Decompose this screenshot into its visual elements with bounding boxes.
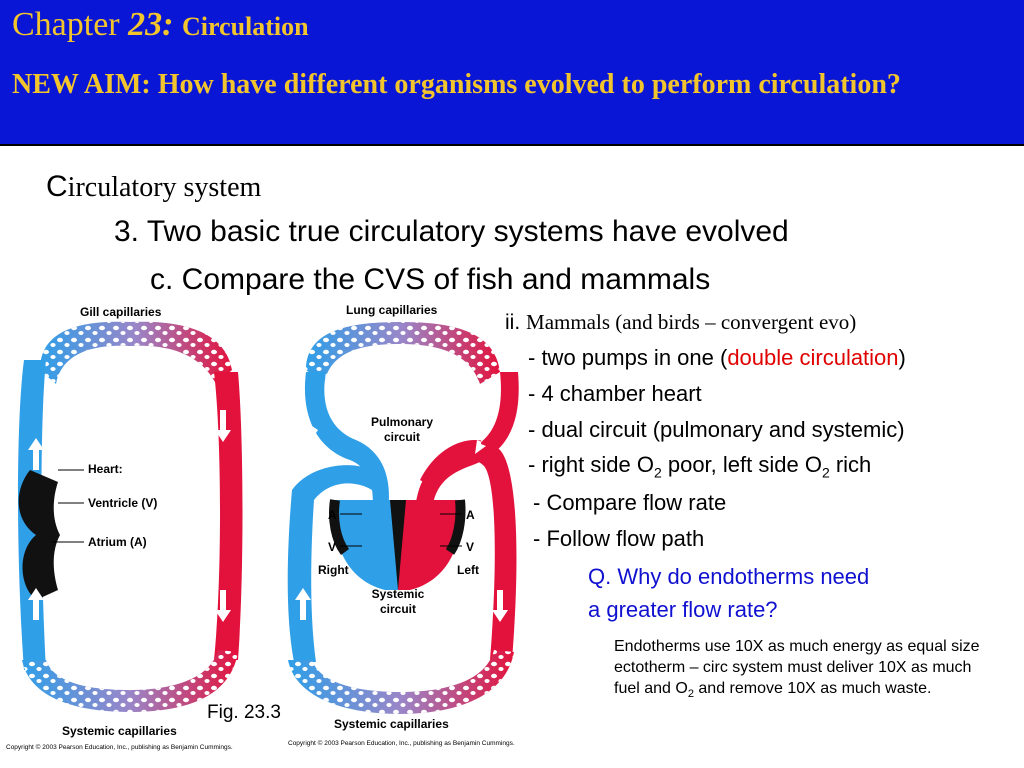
new-aim: NEW AIM: How have different organisms ev… [12,69,901,100]
systemic-vein [287,465,372,662]
pulmonary-artery [304,372,389,510]
bullet-double-circulation: - two pumps in one (double circulation) [528,345,906,371]
fish-systemic-label: Systemic capillaries [62,724,177,738]
bullet-flow-rate: - Compare flow rate [533,490,727,515]
answer-part: Endotherms use 10X as much energy as equ… [614,638,980,697]
fish-heart [18,470,60,600]
systemic-circuit-label-2: circuit [380,602,416,616]
title-banner: Chapter 23: Circulation NEW AIM: How hav… [0,0,1024,146]
atrium-right-label: A [328,508,337,522]
fish-arrow-up-1 [28,588,44,620]
answer-part: and remove 10X as much waste. [693,680,932,697]
pulmonary-label-2: circuit [384,430,420,444]
figure-label: Fig. 23.3 [207,702,281,723]
mammal-systemic-label: Systemic capillaries [334,717,449,731]
fish-gill-capillaries [40,321,232,384]
fish-systemic-capillaries [22,650,238,712]
right-side-label: Right [318,563,349,577]
fish-arrow-down-1 [215,410,231,442]
fish-circuit: Gill capillaries Heart: Ventricle (V) At… [18,305,243,738]
subscript: 2 [653,464,662,481]
systemic-arrow-down [492,590,508,622]
pulmonary-arrow-up [299,426,318,456]
fish-ventricle-label: Ventricle (V) [88,496,157,510]
atrium-left-label: A [466,508,475,522]
pulmonary-arrow-down [475,420,490,454]
chapter-number: 23: [128,6,174,43]
fish-left-vessel [18,360,46,670]
mammal-systemic-capillaries [288,650,514,714]
heading-rest: irculatory system [67,172,262,203]
sub-point-ii: ii. Mammals (and birds – convergent evo) [505,310,856,335]
bullet-text: ) [898,345,906,370]
sub-point-ii-text: Mammals (and birds – convergent evo) [526,310,857,334]
bullet-four-chamber: - 4 chamber heart [528,381,702,406]
ventricle-right-label: V [328,540,336,554]
chapter-word: Chapter [12,6,120,43]
aorta [420,440,517,660]
fish-atrium-label: Atrium (A) [88,535,147,549]
ventricle-left-label: V [466,540,474,554]
bullet-dual-circuit: - dual circuit (pulmonary and systemic) [528,417,905,442]
lung-capillaries-label: Lung capillaries [346,303,438,317]
subscript: 2 [687,688,694,701]
question-line-1: Q. Why do endotherms need [588,564,870,589]
systemic-circuit-label-1: Systemic [372,587,425,601]
fish-gill-label: Gill capillaries [80,305,162,319]
fish-arrow-up-2 [28,438,44,470]
point-3: 3. Two basic true circulatory systems ha… [114,215,789,248]
double-circulation-highlight: double circulation [727,345,899,370]
question-line-2: a greater flow rate? [588,597,778,622]
heading-initial: C [46,170,68,203]
bullet-text: rich [829,452,872,477]
point-3c: c. Compare the CVS of fish and mammals [150,263,711,296]
mammal-circuit: Lung capillaries Pulmonary circuit A A V… [287,303,519,731]
lung-capillaries [306,322,500,384]
bullet-flow-path: - Follow flow path [533,526,705,551]
bullet-text: - right side O [528,452,654,477]
mammal-heart-left [398,500,461,590]
bullet-text: - two pumps in one ( [528,345,728,370]
sub-point-ii-number: ii. [505,311,521,334]
fish-arrow-down-2 [215,590,231,622]
fish-heart-label: Heart: [88,462,123,476]
subscript: 2 [821,464,830,481]
bullet-o2-sides: - right side O2 poor, left side O2 rich [528,452,871,480]
chapter-title: Chapter 23: Circulation [12,6,309,44]
systemic-arrow-up [295,588,311,620]
answer-text: Endotherms use 10X as much energy as equ… [614,636,994,705]
left-side-label: Left [457,563,479,577]
pulmonary-label-1: Pulmonary [371,415,433,429]
chapter-topic: Circulation [181,12,309,41]
section-heading: Circulatory system [46,170,261,204]
mammal-heart-right [334,500,398,590]
copyright-left: Copyright © 2003 Pearson Education, Inc.… [6,744,233,751]
pulmonary-vein [415,372,519,510]
fish-right-vessel [214,372,243,660]
copyright-right: Copyright © 2003 Pearson Education, Inc.… [288,740,515,747]
bullet-text: poor, left side O [661,452,822,477]
